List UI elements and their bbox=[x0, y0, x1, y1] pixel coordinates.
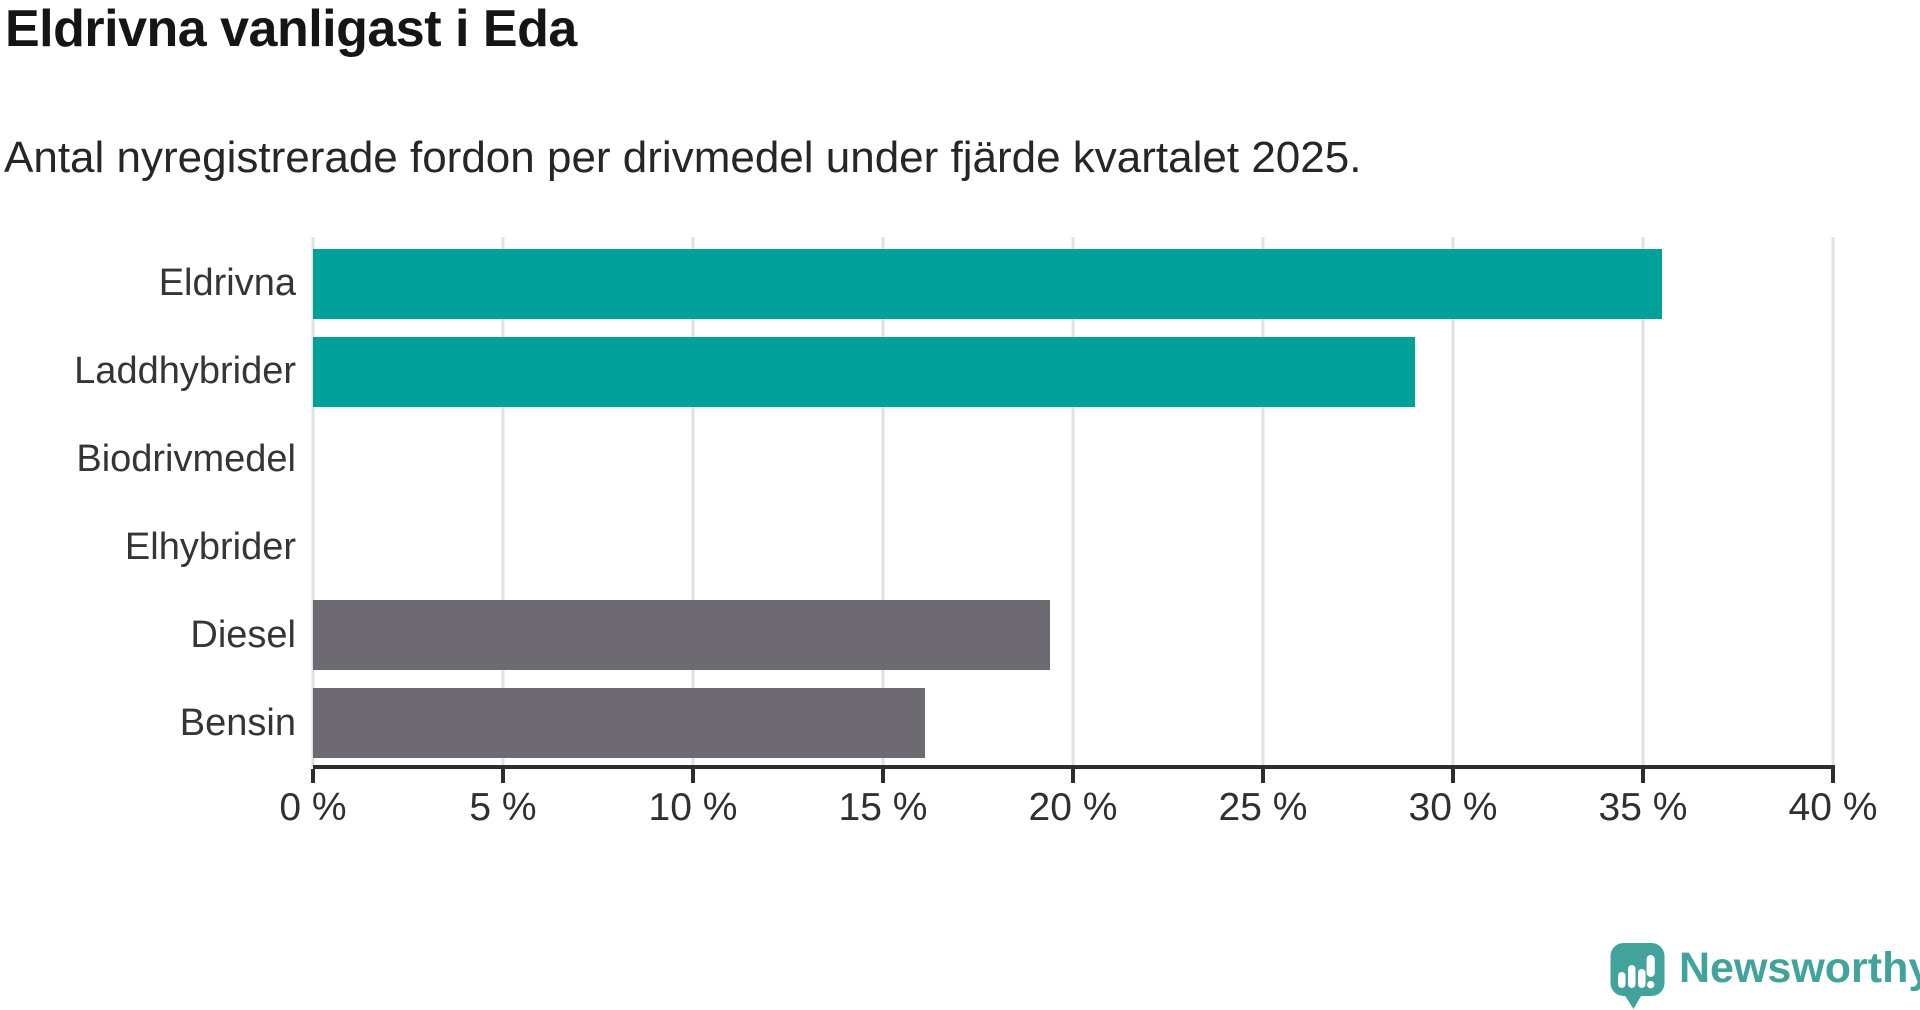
x-tick-label: 5 % bbox=[469, 786, 537, 829]
x-tick bbox=[1641, 769, 1645, 783]
gridline bbox=[1261, 237, 1265, 767]
gridline bbox=[1641, 237, 1645, 767]
x-tick bbox=[1831, 769, 1835, 783]
x-tick-label: 20 % bbox=[1028, 786, 1118, 829]
x-axis-line bbox=[313, 765, 1835, 769]
category-label-bensin: Bensin bbox=[179, 701, 296, 744]
gridline bbox=[501, 237, 505, 767]
x-tick-label: 25 % bbox=[1218, 786, 1308, 829]
category-label-biodrivmedel: Biodrivmedel bbox=[76, 438, 296, 481]
bar-row-diesel bbox=[313, 591, 1833, 679]
x-tick-label: 0 % bbox=[279, 786, 347, 829]
x-tick bbox=[311, 769, 315, 783]
bar-row-laddhybrider bbox=[313, 328, 1833, 416]
category-label-laddhybrider: Laddhybrider bbox=[74, 350, 296, 393]
x-tick bbox=[1451, 769, 1455, 783]
bar-bensin bbox=[313, 688, 925, 759]
bar-row-bensin bbox=[313, 679, 1833, 767]
category-label-diesel: Diesel bbox=[190, 613, 296, 656]
newsworthy-logo: Newsworthy bbox=[1609, 941, 1920, 1010]
x-tick-label: 40 % bbox=[1788, 786, 1878, 829]
gridline bbox=[881, 237, 885, 767]
bar-row-biodrivmedel bbox=[313, 416, 1833, 504]
plot-area bbox=[311, 237, 1835, 767]
x-tick bbox=[1261, 769, 1265, 783]
gridline bbox=[691, 237, 695, 767]
bar-row-elhybrider bbox=[313, 503, 1833, 591]
gridline bbox=[1831, 237, 1835, 767]
newsworthy-logo-text: Newsworthy bbox=[1679, 944, 1920, 992]
x-tick bbox=[691, 769, 695, 783]
x-tick-label: 10 % bbox=[648, 786, 738, 829]
gridline bbox=[1071, 237, 1075, 767]
category-label-eldrivna: Eldrivna bbox=[158, 262, 296, 305]
x-tick bbox=[501, 769, 505, 783]
bar-rows bbox=[313, 240, 1833, 767]
x-tick bbox=[1071, 769, 1075, 783]
category-label-elhybrider: Elhybrider bbox=[124, 525, 296, 568]
chart-title: Eldrivna vanligast i Eda bbox=[5, 0, 577, 58]
y-axis-labels: Eldrivna Laddhybrider Biodrivmedel Elhybrid… bbox=[0, 240, 296, 767]
bar-diesel bbox=[313, 600, 1051, 671]
newsworthy-logo-icon bbox=[1610, 943, 1665, 1009]
chart-subtitle: Antal nyregistrerade fordon per drivmede… bbox=[4, 133, 1362, 182]
x-tick-label: 15 % bbox=[838, 786, 928, 829]
bar-laddhybrider bbox=[313, 336, 1415, 407]
x-tick bbox=[881, 769, 885, 783]
gridline bbox=[1451, 237, 1455, 767]
bar-eldrivna bbox=[313, 248, 1662, 319]
x-tick-label: 35 % bbox=[1598, 786, 1688, 829]
x-tick-label: 30 % bbox=[1408, 786, 1498, 829]
gridline bbox=[311, 237, 315, 767]
bar-row-eldrivna bbox=[313, 240, 1833, 328]
